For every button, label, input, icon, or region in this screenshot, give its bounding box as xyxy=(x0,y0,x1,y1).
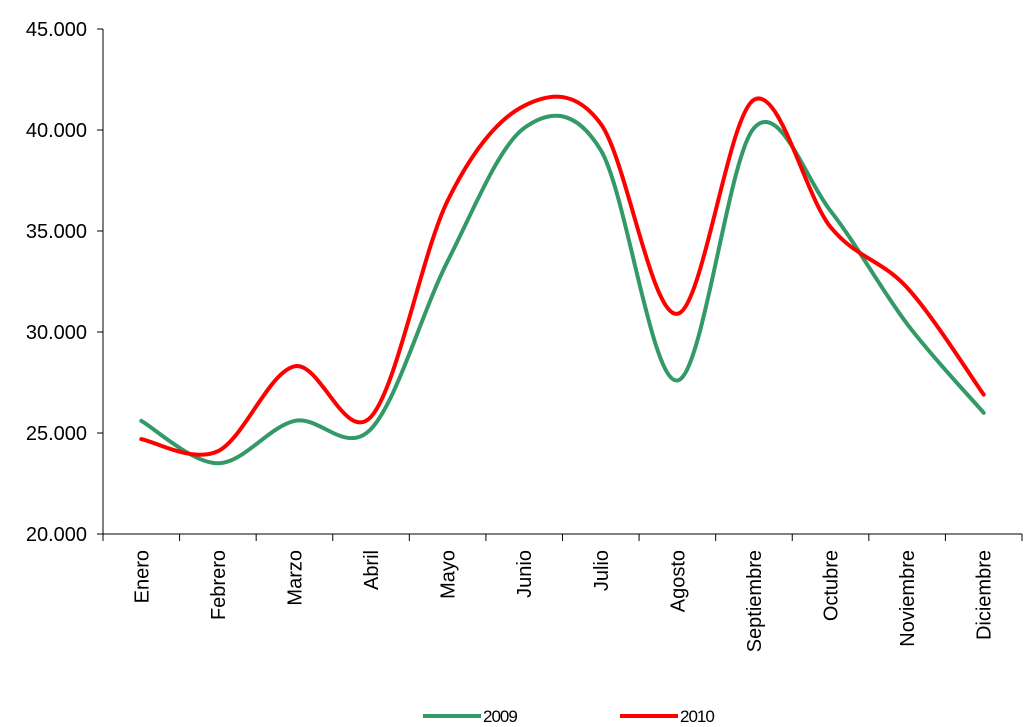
y-tick-label: 35.000 xyxy=(26,221,87,243)
x-category-label: Mayo xyxy=(438,550,460,599)
legend-label-2010: 2010 xyxy=(680,707,714,726)
x-category-label: Abril xyxy=(361,550,383,590)
y-tick-label: 20.000 xyxy=(26,524,87,546)
series-line-2009 xyxy=(139,113,986,466)
legend: 2009 2010 xyxy=(423,707,715,726)
y-tick-label: 25.000 xyxy=(26,423,87,445)
x-category-label: Septiembre xyxy=(744,550,766,652)
x-category-label: Noviembre xyxy=(897,550,919,647)
series-line-2010 xyxy=(139,94,986,457)
legend-label-2009: 2009 xyxy=(483,707,517,726)
x-category-label: Octubre xyxy=(821,550,843,621)
x-category-label: Julio xyxy=(591,550,613,591)
y-tick-label: 30.000 xyxy=(26,322,87,344)
x-category-label: Junio xyxy=(514,550,536,598)
x-category-label: Marzo xyxy=(284,550,306,606)
series-layer xyxy=(139,94,986,466)
x-category-label: Febrero xyxy=(208,550,230,620)
x-category-label: Enero xyxy=(131,550,153,603)
y-tick-label: 45.000 xyxy=(26,19,87,41)
x-axis: Enero Febrero Marzo Abril Mayo Junio Julio Agos… xyxy=(102,533,1023,652)
y-axis: 20.000 25.000 30.000 35.000 40.000 45.000 xyxy=(26,19,104,546)
x-category-label: Agosto xyxy=(667,550,689,612)
x-category-label: Diciembre xyxy=(974,550,996,640)
y-tick-label: 40.000 xyxy=(26,120,87,142)
